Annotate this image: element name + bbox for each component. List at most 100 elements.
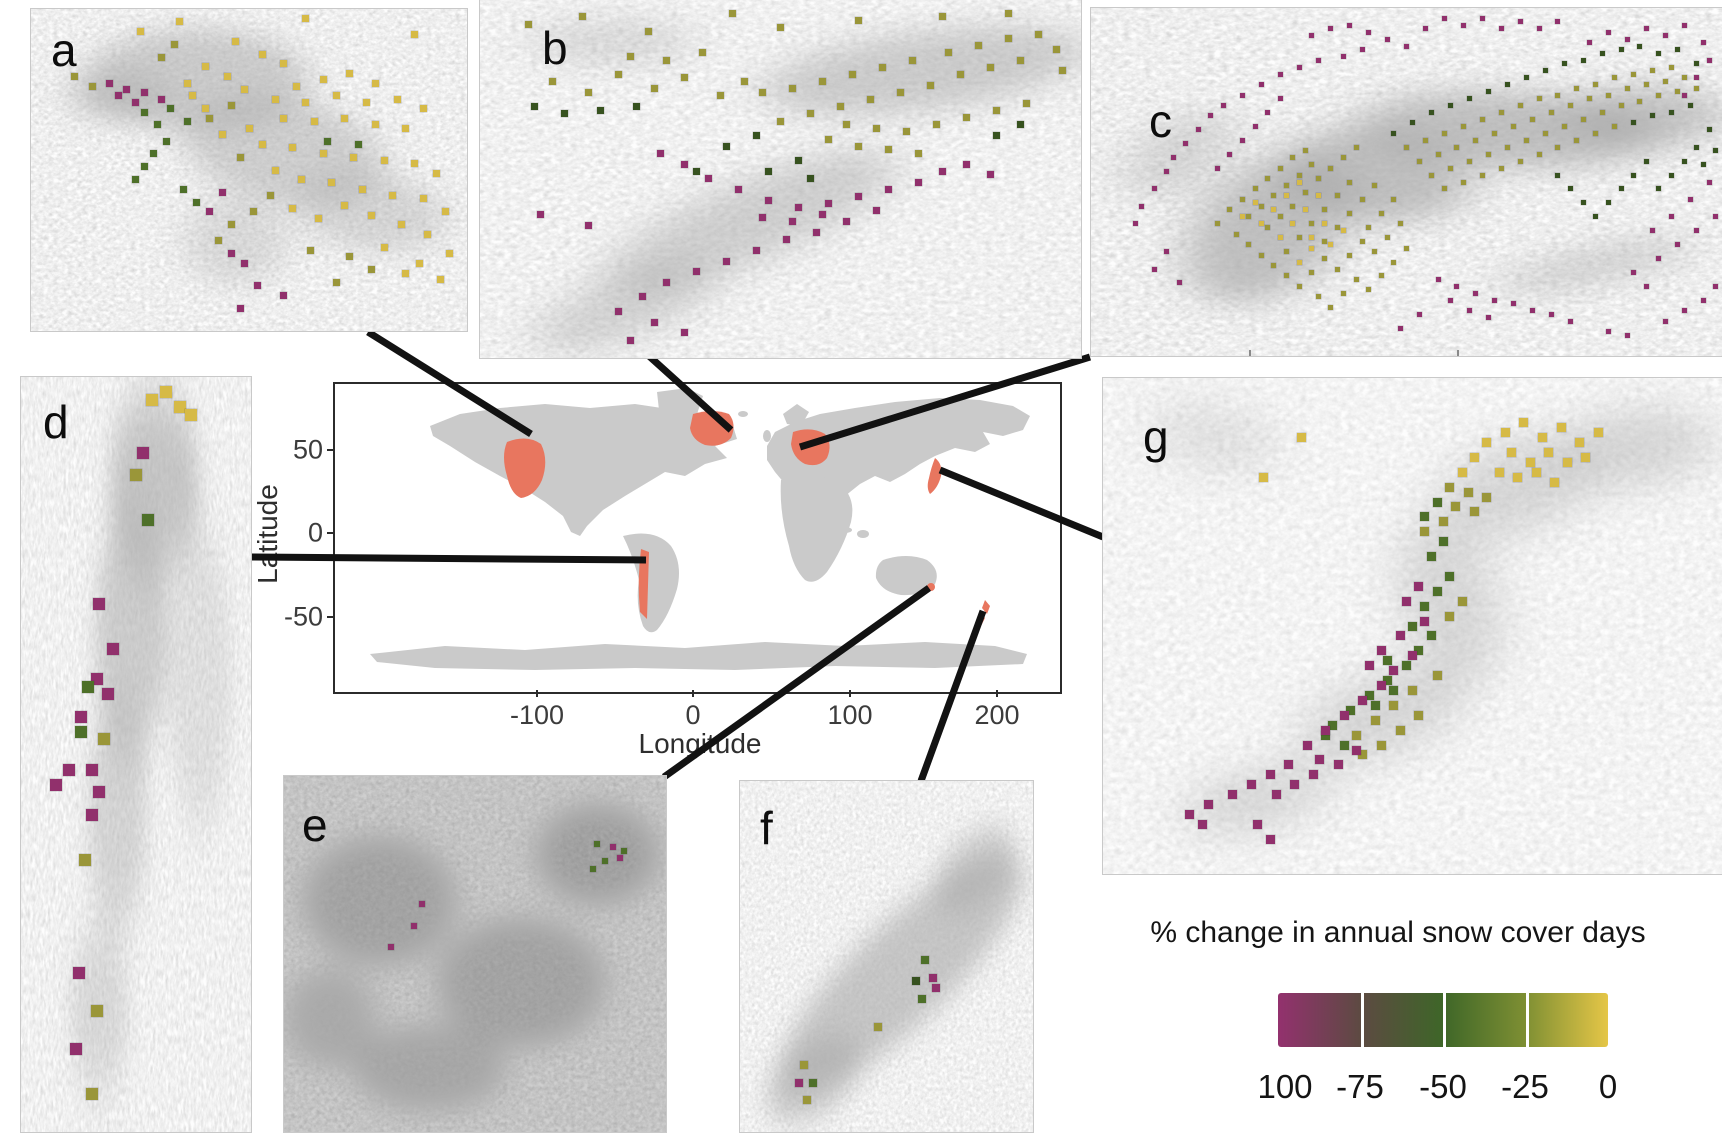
panel-b-terrain (480, 0, 1081, 358)
data-point (1296, 235, 1302, 241)
data-point (1391, 196, 1397, 202)
data-point (993, 106, 1001, 114)
data-point (1568, 186, 1574, 192)
data-point (789, 85, 797, 93)
data-point (1525, 457, 1535, 467)
data-point (1624, 36, 1630, 42)
data-point (1457, 596, 1467, 606)
data-point (1372, 182, 1378, 188)
data-point (795, 203, 803, 211)
data-point (1391, 130, 1397, 136)
data-point (1352, 745, 1362, 755)
data-point (1353, 144, 1359, 150)
data-point (1618, 186, 1624, 192)
data-point (1347, 210, 1353, 216)
data-point (1479, 15, 1485, 21)
data-point (1694, 85, 1700, 91)
data-point (1259, 472, 1269, 482)
data-point (1239, 137, 1245, 143)
data-point (1284, 760, 1294, 770)
data-point (993, 131, 1001, 139)
data-point (1377, 681, 1387, 691)
panel-c-european-alps: c (1090, 7, 1722, 357)
data-point (241, 86, 249, 93)
data-point (297, 176, 305, 184)
data-point (704, 175, 712, 182)
legend-bar-tick-1 (1360, 993, 1364, 1047)
data-point (354, 140, 362, 148)
data-point (184, 118, 192, 126)
data-point (1438, 517, 1448, 527)
data-point (1517, 158, 1523, 164)
data-point (1448, 165, 1454, 171)
data-point (1675, 47, 1681, 53)
data-point (1370, 715, 1380, 725)
data-point (1253, 819, 1263, 829)
data-point (1258, 252, 1264, 258)
data-point (136, 28, 144, 36)
data-point (1713, 148, 1719, 154)
data-point (1542, 68, 1548, 74)
data-point (1265, 176, 1271, 182)
data-point (939, 167, 947, 175)
data-point (228, 221, 236, 229)
data-point (1530, 308, 1536, 314)
data-point (1441, 130, 1447, 136)
world-map-svg (370, 388, 1030, 670)
data-point (843, 218, 851, 226)
lat-label-n50: -50 (283, 601, 323, 632)
data-point (306, 247, 314, 254)
data-point (917, 994, 926, 1003)
data-point (387, 943, 394, 950)
data-point (1432, 671, 1442, 681)
data-point (975, 42, 983, 50)
data-point (1422, 26, 1428, 32)
data-point (789, 218, 797, 226)
data-point (1675, 242, 1681, 248)
data-point (911, 977, 920, 986)
data-point (795, 157, 803, 165)
data-point (728, 9, 736, 17)
data-point (1420, 601, 1430, 611)
data-point (1669, 64, 1675, 70)
data-point (803, 1096, 812, 1105)
data-point (1700, 297, 1706, 303)
data-point (1321, 221, 1327, 227)
data-point (159, 386, 172, 399)
data-point (1327, 720, 1337, 730)
data-point (1681, 308, 1687, 314)
data-point (1549, 109, 1555, 115)
data-point (1309, 235, 1315, 241)
data-point (1296, 283, 1302, 289)
data-point (1271, 263, 1277, 269)
data-point (885, 185, 893, 193)
data-point (1352, 730, 1362, 740)
data-point (1339, 740, 1349, 750)
panel-c-bottom-tick-1 (1248, 350, 1251, 356)
data-point (140, 163, 148, 171)
data-point (1303, 207, 1309, 213)
data-point (341, 201, 349, 209)
data-point (1023, 99, 1031, 107)
data-point (873, 124, 881, 132)
data-point (1347, 179, 1353, 185)
data-point (267, 192, 275, 200)
continent-north-america (430, 404, 737, 536)
data-point (1624, 332, 1630, 338)
data-point (680, 329, 688, 337)
data-point (879, 63, 887, 71)
data-point (596, 106, 604, 114)
data-point (1593, 428, 1603, 438)
data-point (72, 967, 85, 980)
data-point (698, 49, 706, 57)
data-point (1445, 571, 1455, 581)
panel-a-terrain (31, 9, 467, 331)
data-point (1482, 437, 1492, 447)
panel-g-japan: g (1102, 377, 1722, 875)
data-point (380, 243, 388, 251)
data-point (1176, 280, 1182, 286)
data-point (432, 169, 440, 177)
region-se-australia (927, 583, 935, 591)
data-point (1498, 26, 1504, 32)
data-point (1195, 127, 1201, 133)
